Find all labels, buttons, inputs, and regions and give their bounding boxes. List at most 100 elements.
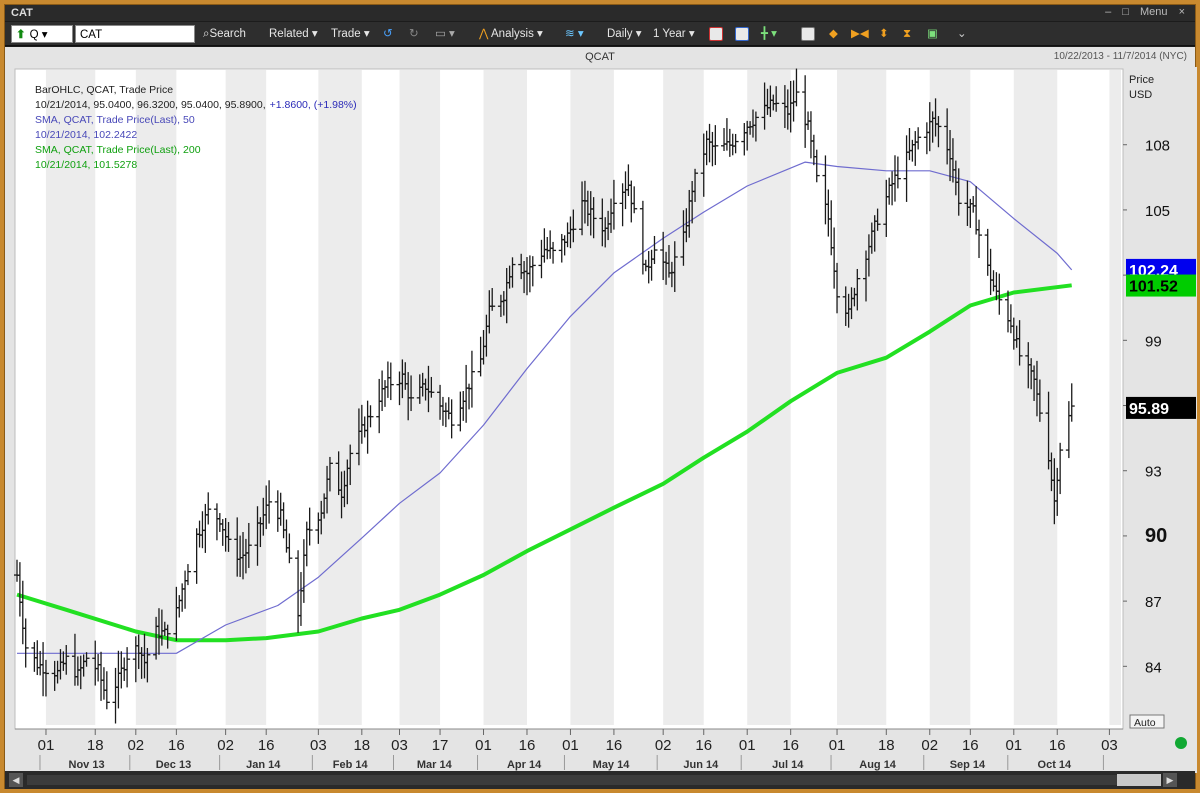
related-button[interactable]: Related ▾ (269, 28, 318, 40)
ohlc-bar (1057, 442, 1064, 495)
last-price-value: 95.89 (1129, 401, 1169, 418)
sma200-badge-value: 101.52 (1129, 279, 1178, 296)
scroll-track[interactable] (27, 775, 1135, 785)
symbol-type-select[interactable]: ⬆ Q ▾ (11, 25, 73, 43)
chart-legend: BarOHLC, QCAT, Trade Price 10/21/2014, 9… (35, 84, 357, 171)
sma50-line (17, 161, 1073, 654)
date-tick-label: 02 (921, 737, 938, 754)
month-label: Apr 14 (507, 759, 542, 771)
scroll-right-button[interactable]: ▶ (1163, 773, 1177, 787)
ohlc-bar (570, 209, 577, 243)
interval-label: Daily (607, 28, 633, 40)
trade-button[interactable]: Trade ▾ (331, 28, 370, 40)
restore-icon[interactable]: □ (1122, 6, 1129, 18)
ohlc-bar (793, 68, 800, 107)
redo-icon[interactable]: ↻ (409, 28, 419, 40)
minimize-icon[interactable]: – (1105, 6, 1112, 18)
ohlc-bar (286, 533, 293, 564)
period-band (570, 70, 614, 725)
ohlc-bar (347, 444, 354, 486)
reset-zoom-icon[interactable]: ⧗ (903, 28, 912, 40)
date-tick-label: 01 (562, 737, 579, 754)
search-icon: ⌕ (203, 28, 210, 40)
legend-sma50-label: SMA, QCAT, Trade Price(Last), 50 (35, 114, 195, 126)
ohlc-bar (367, 405, 374, 428)
date-tick-label: 16 (168, 737, 185, 754)
symbol-input[interactable]: CAT (75, 25, 195, 43)
ohlc-bar (408, 375, 415, 412)
export-icon[interactable]: ▣ (927, 28, 938, 40)
scroll-left-button[interactable]: ◀ (9, 773, 23, 787)
date-tick-label: 16 (962, 737, 979, 754)
month-label: Aug 14 (859, 759, 897, 771)
ohlc-bar (854, 268, 861, 311)
ohlc-bar (529, 256, 536, 287)
analysis-label: Analysis (491, 28, 534, 40)
date-tick-label: 16 (606, 737, 623, 754)
close-icon[interactable]: × (1178, 6, 1185, 18)
ohlc-bar (834, 262, 841, 314)
date-tick-label: 01 (475, 737, 492, 754)
zoom-out-icon[interactable]: ▶◀ (851, 28, 869, 40)
ohlc-bar (1036, 379, 1043, 422)
legend-line-1: BarOHLC, QCAT, Trade Price (35, 84, 173, 96)
compare-chart-icon[interactable] (735, 25, 749, 43)
date-tick-label: 02 (655, 737, 672, 754)
ohlc-bar (326, 456, 333, 492)
folder-icon[interactable]: ▭ ▾ (435, 28, 455, 40)
range-select[interactable]: 1 Year ▾ (653, 28, 695, 40)
chart-scrollbar[interactable]: ◀ ▶ (5, 771, 1195, 789)
month-label: Jul 14 (772, 759, 804, 771)
price-tick-label: 90 (1145, 525, 1167, 547)
price-tick-label: 105 (1145, 203, 1170, 220)
trade-label: Trade (331, 28, 361, 40)
last-price-badge (1126, 396, 1196, 419)
scroll-thumb[interactable] (1117, 774, 1161, 786)
ohlc-bar (1016, 320, 1023, 366)
ohlc-bar (63, 645, 70, 675)
price-badges: 102.24 101.52 95.89 (1126, 258, 1196, 419)
crosshair-icon[interactable]: ╋ ▾ (761, 28, 777, 40)
date-tick-label: 16 (782, 737, 799, 754)
analysis-button[interactable]: ⋀ Analysis ▾ (479, 28, 543, 40)
line-chart-icon[interactable] (709, 25, 723, 43)
period-band (318, 70, 362, 725)
ohlc-bar (428, 376, 435, 398)
month-label: Nov 13 (69, 759, 105, 771)
sma200-path (16, 283, 1072, 643)
ohlc-bar (164, 624, 171, 649)
ohlc-bar (83, 652, 90, 667)
layout-icon[interactable] (801, 25, 815, 43)
price-tick-label: 87 (1145, 594, 1162, 611)
more-icon[interactable]: ⌄ (957, 28, 967, 40)
date-axis[interactable]: 01 18 02 16 02 16 03 18 03 17 01 16 01 16 02 16 01 16 01 18… (15, 728, 1123, 771)
price-chart[interactable]: BarOHLC, QCAT, Trade Price 10/21/2014, 9… (5, 67, 1197, 773)
ohlc-bar (489, 288, 496, 311)
ohlc-bar (935, 116, 942, 148)
search-button[interactable]: ⌕Search (203, 25, 246, 43)
month-label: Sep 14 (950, 759, 986, 771)
ohlc-bar (732, 133, 739, 154)
price-tick-label: 93 (1145, 464, 1162, 481)
month-label: Jan 14 (246, 759, 281, 771)
sma50-path (17, 161, 1073, 654)
legend-sma200-value: 10/21/2014, 101.5278 (35, 159, 137, 171)
legend-change: +1.8600, (+1.98%) (270, 99, 357, 111)
ohlc-bar (692, 168, 699, 202)
chart-title: QCAT (585, 51, 615, 63)
undo-icon[interactable]: ↺ (383, 28, 393, 40)
scroll-left-icon[interactable]: ◆ (829, 28, 838, 40)
ohlc-bar (468, 350, 475, 408)
ohlc-bar (550, 241, 557, 264)
menu-button[interactable]: Menu (1139, 6, 1168, 18)
period-band (135, 70, 177, 725)
zoom-in-icon[interactable]: ⬍ (879, 28, 889, 40)
auto-scale-button[interactable] (1129, 714, 1165, 729)
legend-sma50-value: 10/21/2014, 102.2422 (35, 129, 137, 141)
studies-icon[interactable]: ≋ ▾ (565, 28, 584, 40)
ohlc-bar (124, 647, 131, 688)
ohlc-bar (590, 197, 597, 239)
title-bar: CAT – □ Menu × (5, 5, 1195, 21)
ohlc-bar (306, 507, 313, 546)
interval-select[interactable]: Daily ▾ (607, 28, 642, 40)
